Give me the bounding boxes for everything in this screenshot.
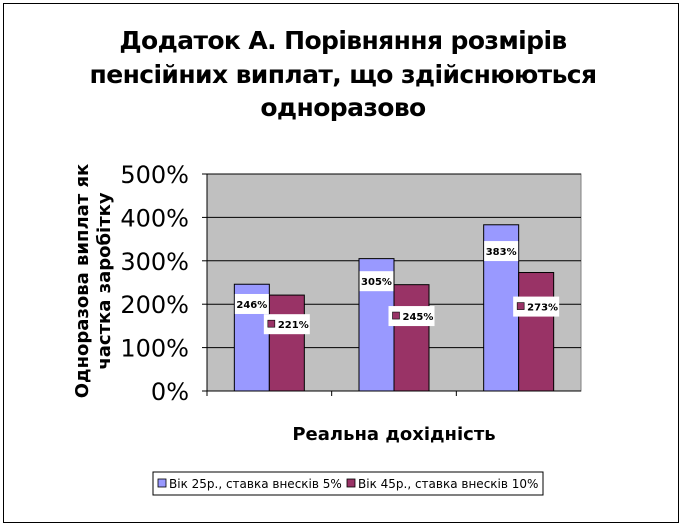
y-tick-label-100: 100% xyxy=(120,335,189,363)
data-label-box-series-1-cat-2 xyxy=(359,271,394,292)
legend: Вік 25р., ставка внесків 5% Вік 45р., ст… xyxy=(152,471,544,496)
data-label-key-series-2-cat-3 xyxy=(516,302,525,310)
data-label-box-series-1-cat-3 xyxy=(484,241,519,262)
data-label-series-1-cat-2: 305% xyxy=(361,277,392,288)
legend-swatch-series-2 xyxy=(346,478,356,488)
y-tick-label-0: 0% xyxy=(151,378,189,406)
chart-title-line-3: одноразово xyxy=(260,93,426,122)
data-label-series-2-cat-2: 245% xyxy=(403,312,434,323)
bar-series-2-cat-1 xyxy=(268,294,305,392)
data-label-key-series-2-cat-2 xyxy=(392,311,400,320)
data-label-series-2-cat-1: 221% xyxy=(278,320,309,331)
x-axis-label: Реальна дохідність xyxy=(292,424,495,445)
bar-series-2-cat-3 xyxy=(518,272,555,392)
data-label-box-series-2-cat-3 xyxy=(513,296,560,317)
bar-series-2-cat-2 xyxy=(393,284,430,392)
y-tick-label-200: 200% xyxy=(120,291,189,319)
legend-swatch-series-1 xyxy=(157,478,167,488)
legend-entry-series-1: Вік 25р., ставка внесків 5% xyxy=(169,477,342,491)
y-axis-label-line-1: Одноразова виплат як xyxy=(72,164,93,399)
y-tick-label-500: 500% xyxy=(120,161,189,189)
legend-entry-series-2: Вік 45р., ставка внесків 10% xyxy=(358,477,538,491)
data-labels-layer: 246% 221% 305% 245% 383% 273% xyxy=(234,241,560,335)
data-label-box-series-2-cat-1 xyxy=(263,314,310,335)
data-label-series-1-cat-1: 246% xyxy=(236,300,267,311)
data-label-box-series-2-cat-2 xyxy=(388,306,435,327)
data-label-box-series-1-cat-1 xyxy=(234,293,269,314)
y-tick-labels: 0% 100% 200% 300% 400% 500% xyxy=(120,161,189,406)
data-label-series-2-cat-3: 273% xyxy=(527,303,558,314)
y-tick-label-300: 300% xyxy=(120,248,189,276)
data-label-series-1-cat-3: 383% xyxy=(486,247,517,258)
y-tick-label-400: 400% xyxy=(120,204,189,232)
chart-title-line-2: пенсійних виплат, що здійснюються xyxy=(90,60,597,89)
chart-title-line-1: Додаток А. Порівняння розмірів xyxy=(119,26,566,55)
data-label-key-series-2-cat-1 xyxy=(267,319,276,328)
y-axis-label-line-2: частка заробітку xyxy=(94,192,115,369)
